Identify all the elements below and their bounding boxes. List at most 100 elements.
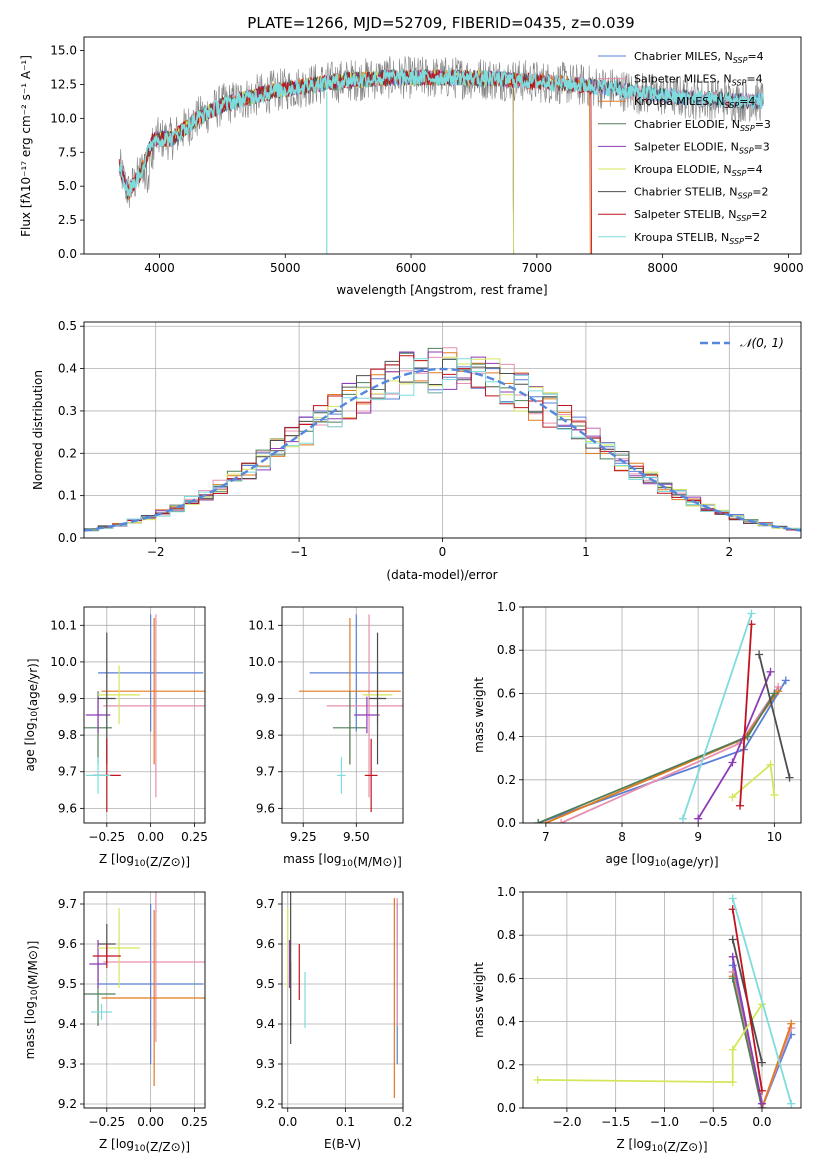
y-tick-label: 9.7 [58,897,77,911]
y-tick-label: 0.8 [497,928,516,942]
normal-curve [84,367,801,532]
x-tick-label: 9 [694,830,702,844]
spectrum-panel: 4000 5000 6000 7000 8000 9000 0.0 2.5 5.0 7.5 10.0… [50,36,804,275]
residuals-x-label: (data-model)/error [386,568,497,582]
y-tick-label: 9.2 [58,1097,77,1111]
y-tick-label: 9.3 [58,1057,77,1071]
model-spectrum-line [118,67,764,197]
age_vs_Z-y-label: age [log10(age/yr)] [23,658,40,771]
weight-marker [787,1019,796,1028]
weight-marker [747,609,756,618]
y-tick-label: 9.9 [58,692,77,706]
y-tick-label: 9.5 [256,977,275,991]
weight-marker [736,801,745,810]
y-tick-label: 9.3 [256,1057,275,1071]
x-tick-label: 9.50 [343,830,370,844]
weight-line [731,898,793,1104]
normal-legend-label: 𝒩(0, 1) [740,336,784,350]
weight_vs_Z-ticks: −2.0 −1.5 −1.0 −0.5 0.0 0.0 0.2 0.4 0.6 0.8 1.0 [497,885,772,1129]
y-tick-label: 7.5 [58,145,77,159]
weight-marker [770,689,779,698]
x-tick-label: −2 [147,545,165,559]
spectrum-y-label: Flux [fλ10⁻¹⁷ erg cm⁻² s⁻¹ A⁻¹] [19,55,33,237]
weight-marker [770,790,779,799]
weight_vs_age-ticks: 7 8 9 10 0.0 0.2 0.4 0.6 0.8 1.0 [497,600,782,844]
age_vs_Z-panel: −0.25 0.00 0.25 9.6 9.7 9.8 9.9 10.0 10.1 [50,606,208,844]
y-tick-label: 15.0 [50,44,77,58]
x-tick-label: 4000 [144,261,175,275]
residual-histogram [84,358,801,530]
x-tick-label: 7000 [522,261,553,275]
weight-marker [757,1086,766,1095]
mass_vs_Z-plot-area [84,892,205,1086]
legend-label: Salpeter MILES, NSSP=4 [634,73,763,88]
y-tick-label: 2.5 [58,213,77,227]
y-tick-label: 0.2 [497,773,516,787]
y-tick-label: 0.0 [497,1101,516,1115]
y-tick-label: 9.6 [58,937,77,951]
y-tick-label: 10.0 [248,655,275,669]
x-tick-label: 0 [439,545,447,559]
y-tick-label: 0.3 [58,404,77,418]
y-tick-label: 9.8 [58,728,77,742]
age_vs_Z-plot-area [84,614,205,813]
legend-label: Chabrier STELIB, NSSP=2 [634,186,768,201]
x-tick-label: −1.0 [650,1115,679,1129]
weight-marker [766,667,775,676]
y-tick-label: 5.0 [58,179,77,193]
age_vs_Z-frame [83,606,206,824]
weight-line [537,1003,763,1084]
legend-label: Salpeter ELODIE, NSSP=3 [634,140,770,155]
mass_vs_Z-y-label: mass [log10(M/M⊙)] [23,941,40,1060]
weight-line [731,956,763,1104]
y-tick-label: 9.8 [256,728,275,742]
weight_vs_age-panel: 7 8 9 10 0.0 0.2 0.4 0.6 0.8 1.0 [497,600,802,844]
weight-marker [757,1099,766,1108]
x-tick-label: −1.5 [601,1115,630,1129]
weight-marker [728,758,737,767]
x-tick-label: 9000 [773,261,804,275]
y-tick-label: 9.4 [58,1017,77,1031]
residuals-ticks: −2 −1 0 1 2 0.0 0.1 0.2 0.3 0.4 0.5 [58,319,733,559]
legend-label: Chabrier MILES, NSSP=4 [634,50,764,65]
y-tick-label: 10.0 [50,111,77,125]
weight-line [731,909,763,1091]
weight-line [758,654,791,778]
x-tick-label: 0.00 [137,830,164,844]
weight-marker [728,952,737,961]
weight_vs_age-plot-area [534,609,794,823]
weight-marker [728,1045,737,1054]
weight_vs_Z-x-label: Z [log10(Z/Z⊙)] [616,1137,707,1154]
spectrum-frame [83,36,802,255]
weight-line [731,762,776,798]
figure-title: PLATE=1266, MJD=52709, FIBERID=0435, z=0… [247,14,634,32]
y-tick-label: 0.4 [497,1015,516,1029]
x-tick-label: 8 [618,830,626,844]
weight-marker [757,1058,766,1067]
weight_vs_Z-y-label: mass weight [472,962,486,1038]
y-tick-label: 0.4 [497,730,516,744]
mass_vs_ebv-x-label: E(B-V) [324,1137,361,1151]
x-tick-label: 8000 [647,261,678,275]
legend-label: Chabrier ELODIE, NSSP=3 [634,118,771,133]
x-tick-label: 10 [767,830,782,844]
mass_vs_ebv-plot-area [287,892,398,1098]
y-tick-label: 9.6 [58,801,77,815]
y-tick-label: 0.5 [58,319,77,333]
residuals-y-label: Normed distribution [31,370,45,490]
y-tick-label: 9.9 [256,692,275,706]
spectrum-legend: Chabrier MILES, NSSP=4 Salpeter MILES, NS… [598,50,771,246]
x-tick-label: 6000 [396,261,427,275]
weight-marker [533,1075,542,1084]
mass_vs_Z-panel: −0.25 0.00 0.25 9.2 9.3 9.4 9.5 9.6 9.7 [58,891,208,1129]
mass_vs_Z-ticks: −0.25 0.00 0.25 9.2 9.3 9.4 9.5 9.6 9.7 [58,897,208,1129]
weight_vs_Z-plot-area [533,894,796,1108]
legend-label: Kroupa MILES, NSSP=4 [634,95,755,110]
x-tick-label: −1 [290,545,308,559]
mass_vs_ebv-frame [281,891,404,1109]
age_vs_mass-ticks: 9.25 9.50 9.6 9.7 9.8 9.9 10.0 10.1 [248,618,369,844]
weight-marker [728,935,737,944]
age_vs_mass-plot-area [298,614,403,813]
y-tick-label: 9.7 [256,897,275,911]
